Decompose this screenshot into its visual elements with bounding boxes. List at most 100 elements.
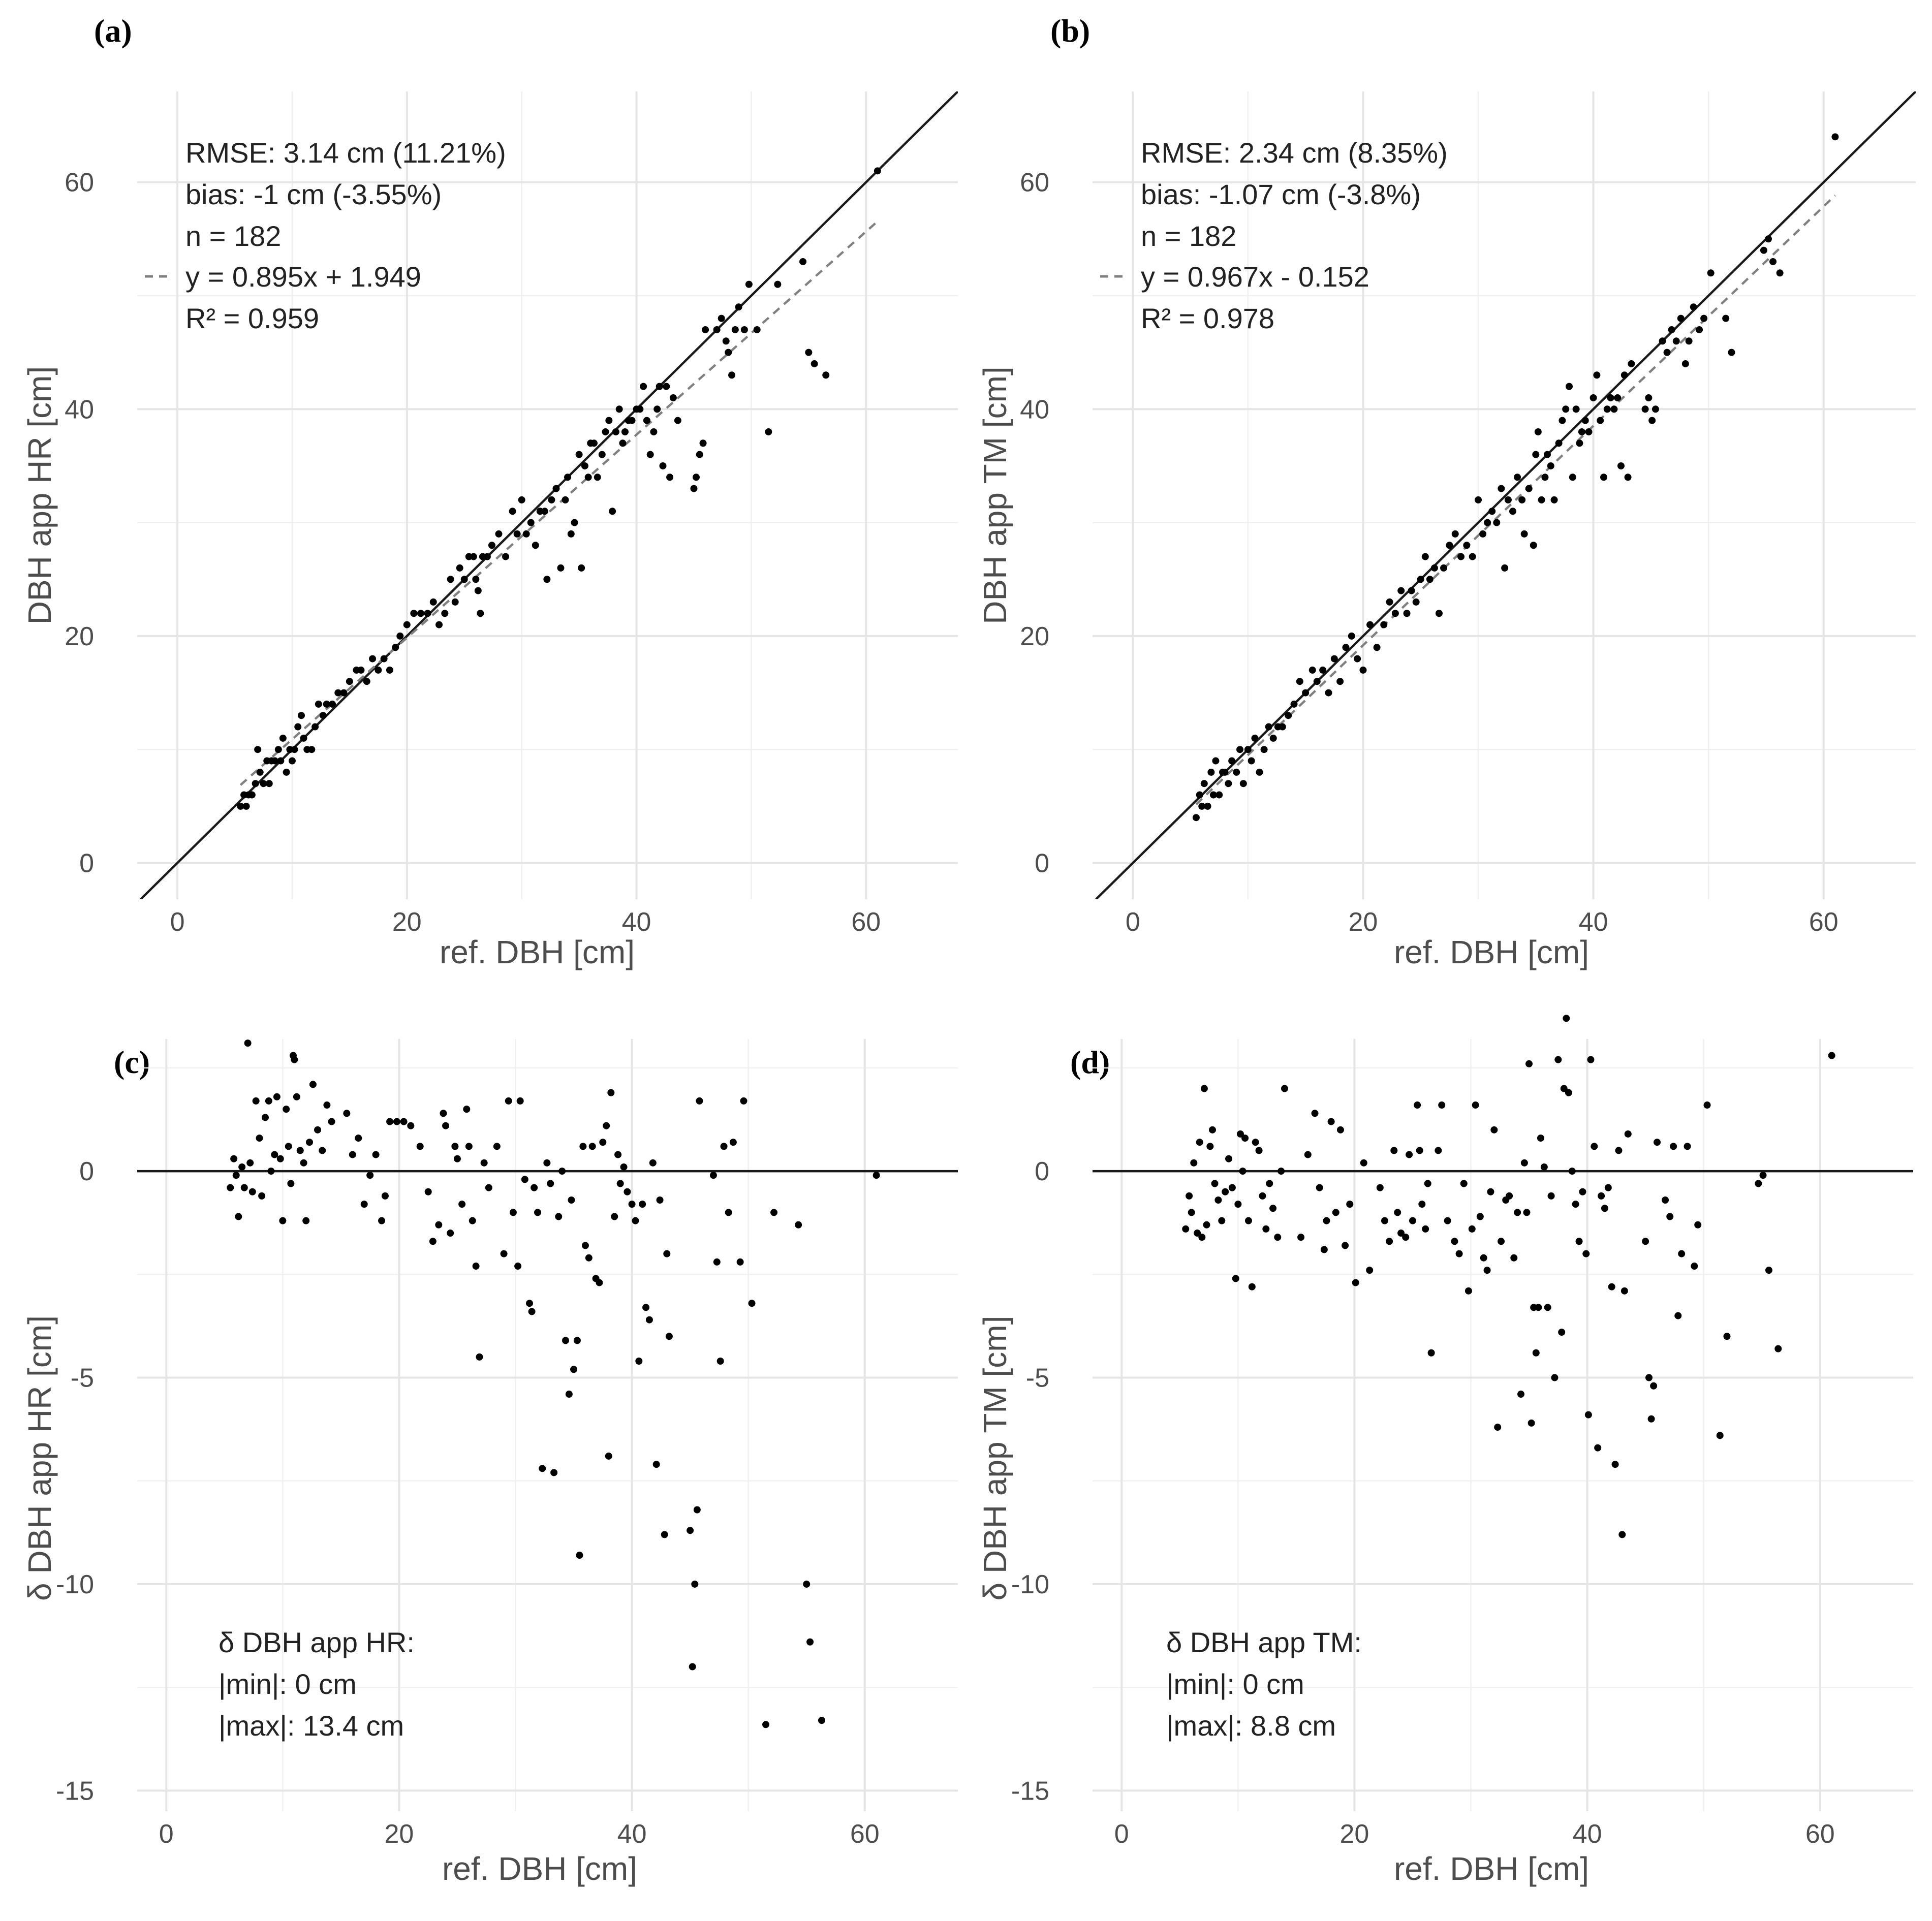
data-point xyxy=(612,428,619,435)
panel-d-max: |max|: 8.8 cm xyxy=(1166,1710,1336,1742)
data-point xyxy=(1397,1230,1405,1237)
panel-b-rmse: RMSE: 2.34 cm (8.35%) xyxy=(1141,137,1448,169)
data-point xyxy=(1590,394,1597,401)
x-tick-label: 40 xyxy=(617,1819,647,1849)
data-point xyxy=(1221,768,1229,776)
panel-label-b: (b) xyxy=(1050,13,1090,49)
data-point xyxy=(1239,780,1247,788)
data-point xyxy=(531,1184,538,1191)
data-point xyxy=(1554,1056,1562,1063)
data-point xyxy=(689,1663,696,1671)
panel-b-grid xyxy=(1093,91,1916,899)
data-point xyxy=(256,1135,263,1142)
data-point xyxy=(1723,1333,1731,1340)
data-point xyxy=(1541,474,1549,481)
data-point xyxy=(1484,519,1491,526)
data-point xyxy=(258,1192,266,1200)
data-point xyxy=(1209,791,1217,799)
data-point xyxy=(1472,1101,1479,1109)
data-point xyxy=(256,768,264,776)
data-point xyxy=(1668,326,1675,333)
data-point xyxy=(458,1201,466,1208)
data-point xyxy=(1406,1151,1413,1158)
panel-a-y-axis-title: DBH app HR [cm] xyxy=(21,366,58,625)
data-point xyxy=(1251,734,1259,742)
data-point xyxy=(518,496,525,503)
data-point xyxy=(621,428,629,435)
data-point xyxy=(1624,1130,1632,1138)
data-point xyxy=(386,1118,394,1125)
data-point xyxy=(1498,485,1505,492)
data-point xyxy=(1530,542,1537,549)
data-point xyxy=(1198,1234,1206,1241)
data-point xyxy=(306,1139,314,1146)
panel-d-min: |min|: 0 cm xyxy=(1166,1668,1304,1700)
x-tick-label: 40 xyxy=(622,907,651,937)
data-point xyxy=(1608,1283,1615,1290)
panel-a-ticks: 0 20 40 60 0 20 40 60 xyxy=(65,168,881,937)
x-tick-label: 40 xyxy=(1579,907,1608,937)
data-point xyxy=(1285,712,1292,719)
x-tick-label: 60 xyxy=(851,907,881,937)
data-point xyxy=(555,1213,563,1220)
data-point xyxy=(319,1147,326,1154)
y-tick-label: 60 xyxy=(1020,168,1049,198)
data-point xyxy=(495,530,503,538)
panel-c-grid xyxy=(137,1039,958,1811)
data-point xyxy=(1488,508,1496,515)
data-point xyxy=(416,1143,424,1150)
data-point xyxy=(314,1126,322,1133)
data-point xyxy=(1304,1151,1312,1158)
data-point xyxy=(1394,1209,1401,1216)
data-point xyxy=(1645,394,1653,401)
data-point xyxy=(1600,474,1607,481)
data-point xyxy=(1204,802,1211,810)
data-point xyxy=(453,1155,461,1162)
data-point xyxy=(1265,723,1272,731)
data-point xyxy=(1381,1217,1388,1224)
data-point xyxy=(424,610,431,617)
data-point xyxy=(745,280,753,288)
data-point xyxy=(539,1465,546,1472)
data-point xyxy=(1514,474,1521,481)
data-point xyxy=(1463,542,1471,549)
data-point xyxy=(696,1097,703,1105)
data-point xyxy=(1674,1312,1682,1319)
panel-d: 0 20 40 60 -15 -10 -5 0 ref. DBH [cm] δ DBH app… xyxy=(977,1015,1913,1887)
data-point xyxy=(1259,1192,1266,1200)
data-point xyxy=(1607,394,1614,401)
data-point xyxy=(1476,1213,1484,1220)
data-point xyxy=(1346,1201,1354,1208)
data-point xyxy=(666,474,674,481)
x-tick-label: 60 xyxy=(1805,1819,1835,1849)
data-point xyxy=(1427,1349,1435,1357)
data-point xyxy=(1192,814,1200,822)
data-point xyxy=(1214,1196,1222,1204)
data-point xyxy=(1831,133,1839,141)
y-tick-label: 0 xyxy=(79,849,94,878)
data-point xyxy=(1416,1147,1423,1154)
identity-line xyxy=(140,91,958,899)
y-tick-label: 20 xyxy=(65,622,94,651)
data-point xyxy=(1360,1159,1367,1167)
data-point xyxy=(1691,1263,1698,1270)
data-point xyxy=(628,417,636,424)
data-point xyxy=(805,349,813,356)
data-point xyxy=(558,1168,566,1175)
data-point xyxy=(1194,1230,1201,1237)
panel-a-grid xyxy=(137,91,958,899)
data-point xyxy=(1248,757,1255,765)
panel-a-points xyxy=(237,167,881,810)
panel-b-n: n = 182 xyxy=(1141,220,1236,252)
data-point xyxy=(472,1263,480,1270)
panel-b-y-axis-title: DBH app TM [cm] xyxy=(977,366,1013,624)
data-point xyxy=(1342,644,1350,651)
data-point xyxy=(1297,1234,1305,1241)
data-point xyxy=(323,700,330,708)
fit-line xyxy=(239,221,879,786)
data-point xyxy=(1760,246,1767,254)
data-point xyxy=(1354,655,1361,663)
data-point xyxy=(1336,1126,1344,1133)
x-tick-label: 0 xyxy=(1126,907,1140,937)
data-point xyxy=(334,689,342,697)
